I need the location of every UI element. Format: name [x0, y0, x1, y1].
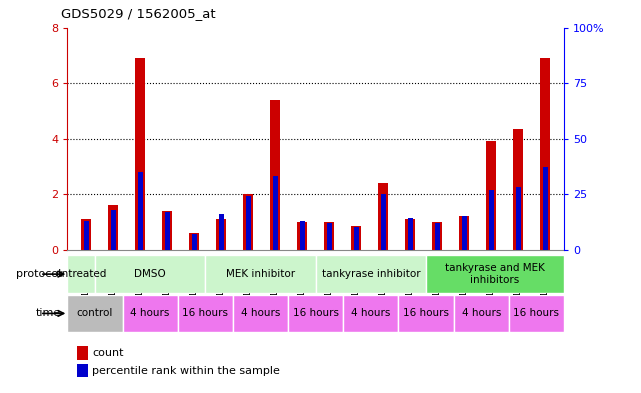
Bar: [300, 221, 304, 250]
Bar: [165, 212, 170, 250]
Text: 16 hours: 16 hours: [182, 309, 228, 318]
Bar: [190, 233, 199, 250]
Bar: [138, 172, 143, 250]
Bar: [540, 58, 550, 250]
Text: DMSO: DMSO: [134, 269, 166, 279]
Text: MEK inhibitor: MEK inhibitor: [226, 269, 295, 279]
Bar: [408, 219, 413, 250]
Bar: [271, 100, 280, 250]
Bar: [381, 194, 386, 250]
Bar: [95, 255, 205, 293]
Bar: [77, 346, 88, 360]
Bar: [135, 58, 145, 250]
Bar: [67, 255, 95, 293]
Text: percentile rank within the sample: percentile rank within the sample: [92, 365, 280, 376]
Text: protocol: protocol: [15, 269, 61, 279]
Text: 16 hours: 16 hours: [513, 309, 560, 318]
Text: 16 hours: 16 hours: [293, 309, 338, 318]
Bar: [205, 255, 315, 293]
Bar: [351, 226, 361, 250]
Bar: [487, 141, 496, 250]
Text: count: count: [92, 348, 124, 358]
Bar: [84, 221, 88, 250]
Bar: [406, 219, 415, 250]
Bar: [460, 216, 469, 250]
Text: 4 hours: 4 hours: [241, 309, 280, 318]
Bar: [297, 222, 307, 250]
Bar: [543, 167, 547, 250]
Bar: [246, 196, 251, 250]
Bar: [324, 222, 334, 250]
Bar: [77, 364, 88, 377]
Bar: [219, 214, 224, 250]
Bar: [81, 219, 91, 250]
Bar: [217, 219, 226, 250]
Bar: [509, 295, 564, 332]
Text: tankyrase and MEK
inhibitors: tankyrase and MEK inhibitors: [445, 263, 545, 285]
Bar: [513, 129, 523, 250]
Text: control: control: [77, 309, 113, 318]
Text: GDS5029 / 1562005_at: GDS5029 / 1562005_at: [61, 7, 215, 20]
Bar: [244, 194, 253, 250]
Text: untreated: untreated: [55, 269, 107, 279]
Bar: [67, 295, 122, 332]
Bar: [354, 227, 358, 250]
Bar: [111, 209, 115, 250]
Bar: [344, 295, 399, 332]
Text: 4 hours: 4 hours: [462, 309, 501, 318]
Bar: [315, 255, 426, 293]
Bar: [327, 223, 331, 250]
Bar: [462, 216, 467, 250]
Bar: [178, 295, 233, 332]
Text: tankyrase inhibitor: tankyrase inhibitor: [322, 269, 420, 279]
Text: time: time: [36, 309, 61, 318]
Bar: [162, 211, 172, 250]
Bar: [122, 295, 178, 332]
Text: 4 hours: 4 hours: [130, 309, 170, 318]
Bar: [433, 222, 442, 250]
Bar: [108, 205, 118, 250]
Bar: [516, 187, 520, 250]
Bar: [399, 295, 454, 332]
Bar: [233, 295, 288, 332]
Text: 4 hours: 4 hours: [351, 309, 390, 318]
Bar: [288, 295, 344, 332]
Bar: [435, 223, 440, 250]
Bar: [273, 176, 278, 250]
Text: 16 hours: 16 hours: [403, 309, 449, 318]
Bar: [378, 183, 388, 250]
Bar: [192, 234, 197, 250]
Bar: [454, 295, 509, 332]
Bar: [488, 189, 494, 250]
Bar: [426, 255, 564, 293]
